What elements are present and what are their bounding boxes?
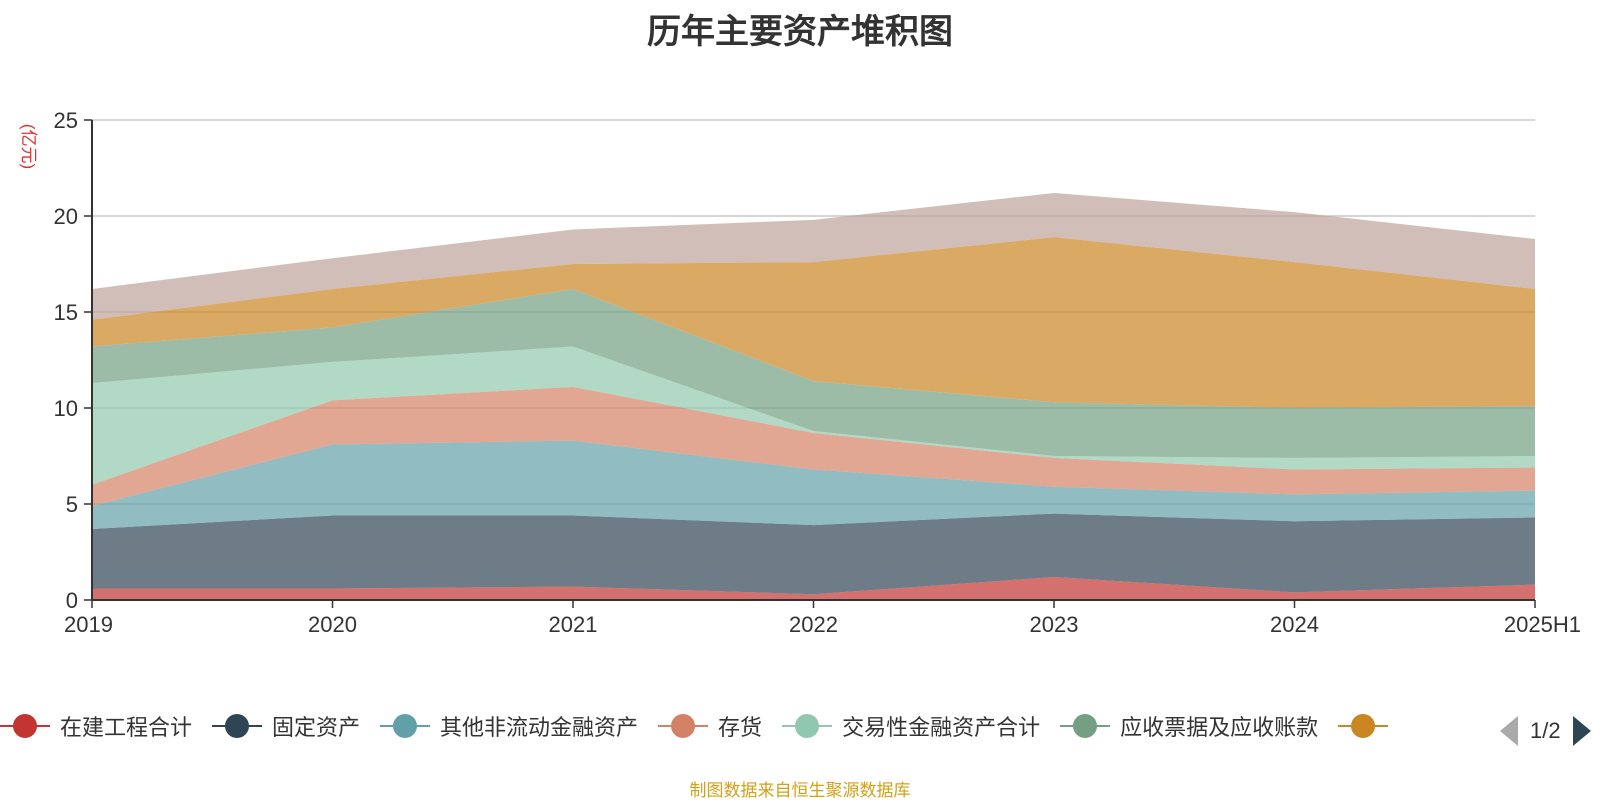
legend-item-label: 应收票据及应收账款 <box>1120 715 1319 740</box>
legend-item[interactable] <box>1338 713 1389 739</box>
stacked-area-chart: 0 5 10 15 20 25 2019 2020 2021 2022 2023 2024 2025H1 <box>54 108 1581 637</box>
legend-marker-icon <box>1338 713 1389 739</box>
axes: 0 5 10 15 20 25 2019 2020 2021 2022 2023 2024 2025H1 <box>54 108 1581 637</box>
legend-item[interactable]: 固定资产 <box>212 710 360 742</box>
legend-marker-icon <box>380 713 431 739</box>
y-tick-label: 5 <box>66 492 78 517</box>
legend: 在建工程合计 固定资产 其他非流动金融资产 存货 交易性金融资产合计 应收票据及应收账款 <box>0 708 1460 744</box>
x-tick-label: 2024 <box>1270 612 1319 637</box>
legend-marker-icon <box>782 713 833 739</box>
area-series-4[interactable] <box>92 386 1535 506</box>
y-tick-label: 25 <box>54 108 78 133</box>
legend-item[interactable]: 交易性金融资产合计 <box>782 710 1040 742</box>
chart-title: 历年主要资产堆积图 <box>647 13 953 51</box>
x-tick-label: 2022 <box>789 612 838 637</box>
legend-marker-icon <box>212 713 263 739</box>
x-tick-label: 2021 <box>549 612 598 637</box>
legend-item[interactable]: 其他非流动金融资产 <box>380 710 638 742</box>
area-series-5[interactable] <box>92 346 1535 485</box>
y-tick-label: 0 <box>66 588 78 613</box>
area-series-1[interactable] <box>92 576 1535 600</box>
data-source-note: 制图数据来自恒生聚源数据库 <box>689 781 911 800</box>
legend-item-label: 其他非流动金融资产 <box>440 715 639 740</box>
area-series-8[interactable] <box>92 192 1535 320</box>
y-tick-label: 15 <box>54 300 78 325</box>
area-series-2[interactable] <box>92 513 1535 595</box>
legend-item[interactable]: 应收票据及应收账款 <box>1060 710 1318 742</box>
y-tick-label: 10 <box>54 396 78 421</box>
legend-marker-icon <box>658 713 709 739</box>
legend-item-label: 在建工程合计 <box>60 715 193 740</box>
legend-prev-page-icon[interactable] <box>1500 716 1518 746</box>
area-series-layer <box>92 192 1535 600</box>
legend-item-label: 固定资产 <box>272 715 361 740</box>
x-tick-label: 2025H1 <box>1504 612 1581 637</box>
legend-next-page-icon[interactable] <box>1572 716 1591 746</box>
y-tick-label: 20 <box>54 204 78 229</box>
legend-pager: 1/2 <box>1500 716 1591 746</box>
legend-item[interactable]: 存货 <box>658 710 762 742</box>
x-tick-label: 2019 <box>64 612 113 637</box>
x-tick-label: 2020 <box>308 612 357 637</box>
x-tick-label: 2023 <box>1030 612 1079 637</box>
legend-page-indicator: 1/2 <box>1530 718 1561 743</box>
legend-marker-icon <box>1060 713 1111 739</box>
legend-item[interactable]: 在建工程合计 <box>0 710 192 742</box>
area-series-3[interactable] <box>92 440 1535 529</box>
legend-item-label: 存货 <box>718 715 763 740</box>
legend-marker-icon <box>0 713 50 739</box>
legend-item-label: 交易性金融资产合计 <box>842 715 1041 740</box>
area-series-7[interactable] <box>92 237 1535 408</box>
area-series-6[interactable] <box>92 288 1535 458</box>
